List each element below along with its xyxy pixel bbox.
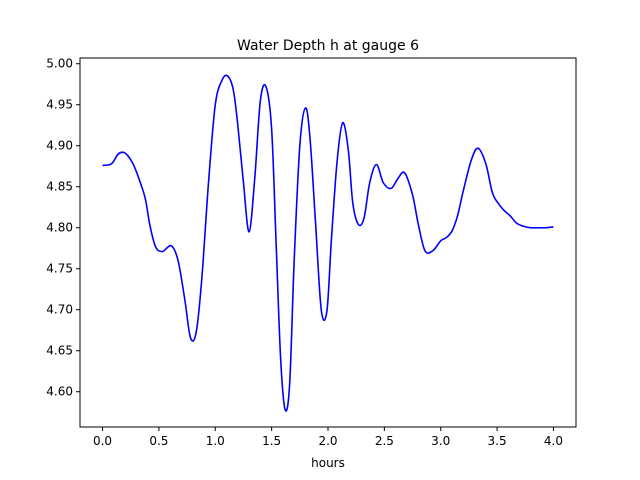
y-tick-label: 4.90 [46, 139, 73, 153]
x-tick-label: 4.0 [544, 434, 563, 448]
y-tick-label: 4.80 [46, 221, 73, 235]
y-tick-label: 4.85 [46, 180, 73, 194]
x-axis-label: hours [311, 456, 345, 470]
series-layer [102, 74, 554, 412]
y-tick-label: 4.65 [46, 344, 73, 358]
y-tick-label: 5.00 [46, 57, 73, 71]
y-tick-label: 4.95 [46, 98, 73, 112]
x-tick-label: 2.0 [318, 434, 337, 448]
x-tick-label: 1.5 [262, 434, 281, 448]
y-tick-label: 4.75 [46, 262, 73, 276]
x-tick-label: 0.0 [93, 434, 112, 448]
x-tick-label: 0.5 [149, 434, 168, 448]
x-axis-ticks: 0.0 0.5 1.0 1.5 2.0 2.5 3.0 3.5 4.0 [93, 427, 563, 448]
x-tick-label: 1.0 [206, 434, 225, 448]
chart-title: Water Depth h at gauge 6 [237, 38, 419, 54]
y-tick-label: 4.70 [46, 303, 73, 317]
x-tick-label: 3.0 [431, 434, 450, 448]
y-tick-label: 4.60 [46, 385, 73, 399]
x-tick-label: 2.5 [375, 434, 394, 448]
y-axis-ticks: 4.60 4.65 4.70 4.75 4.80 4.85 4.90 4.95 5.00 [46, 57, 80, 399]
x-tick-label: 3.5 [488, 434, 507, 448]
series-line-0 [102, 74, 554, 412]
